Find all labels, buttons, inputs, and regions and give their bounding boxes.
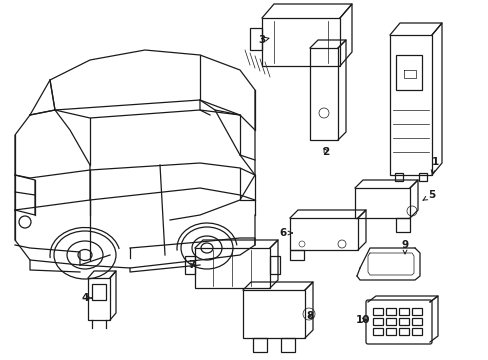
Bar: [389, 35, 431, 175]
Bar: [269, 256, 280, 274]
Text: 1: 1: [430, 157, 438, 174]
Bar: [372, 308, 382, 315]
Text: 5: 5: [422, 190, 435, 200]
Text: 6: 6: [279, 228, 292, 238]
Bar: [418, 173, 426, 181]
Bar: [309, 48, 337, 140]
Bar: [372, 318, 382, 325]
Bar: [411, 328, 421, 335]
Bar: [262, 18, 339, 66]
Bar: [398, 318, 408, 325]
Bar: [398, 308, 408, 315]
Bar: [395, 218, 409, 232]
Bar: [411, 308, 421, 315]
Bar: [394, 173, 402, 181]
Text: 9: 9: [401, 240, 408, 254]
Bar: [249, 28, 262, 50]
Bar: [411, 318, 421, 325]
Text: 4: 4: [81, 293, 91, 303]
Bar: [184, 256, 195, 274]
Bar: [385, 318, 395, 325]
Bar: [195, 248, 269, 288]
Text: 7: 7: [188, 260, 195, 270]
Bar: [385, 328, 395, 335]
Bar: [289, 250, 304, 260]
Bar: [252, 338, 266, 352]
Bar: [395, 55, 421, 90]
Bar: [398, 328, 408, 335]
Bar: [92, 284, 106, 300]
Bar: [372, 328, 382, 335]
Bar: [385, 308, 395, 315]
Bar: [88, 278, 110, 320]
Text: 10: 10: [355, 315, 369, 325]
Bar: [243, 290, 305, 338]
Text: 2: 2: [322, 147, 329, 157]
Bar: [289, 218, 357, 250]
Text: 8: 8: [306, 311, 313, 321]
Bar: [354, 188, 409, 218]
Text: 3: 3: [258, 35, 268, 45]
Bar: [281, 338, 294, 352]
